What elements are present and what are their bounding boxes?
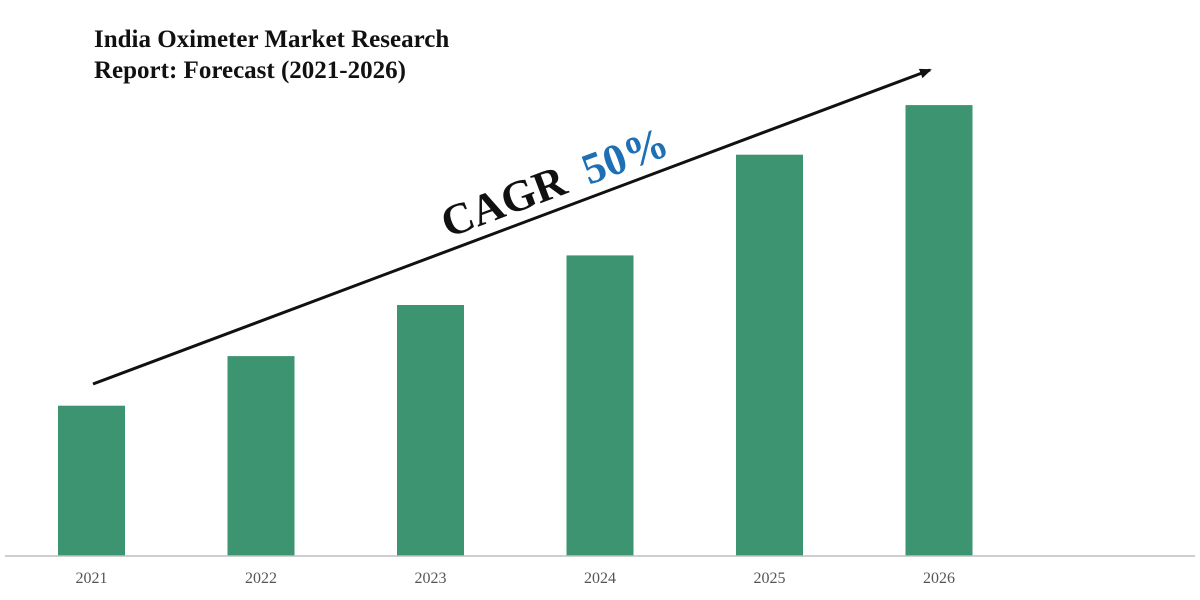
x-tick-label-2025: 2025 [754, 570, 786, 587]
cagr-label: CAGR [434, 155, 574, 247]
chart-title-line-2: Report: Forecast (2021-2026) [94, 57, 406, 84]
x-tick-label-2021: 2021 [76, 570, 108, 587]
bar-2024 [566, 255, 634, 556]
growth-trend-arrow [92, 68, 932, 386]
bar-2026 [905, 105, 973, 556]
bar-2021 [58, 405, 125, 556]
x-tick-labels: 2021 2022 2023 2024 2025 2026 [76, 570, 956, 587]
bar-2023 [397, 305, 464, 556]
cagr-annotation: CAGR 50% [434, 118, 675, 248]
bar-2022 [227, 356, 295, 556]
x-tick-label-2022: 2022 [245, 570, 277, 587]
bar-2025 [736, 154, 803, 556]
chart-title-line-1: India Oximeter Market Research [94, 26, 450, 53]
chart-title: India Oximeter Market Research Report: F… [94, 24, 574, 86]
x-tick-label-2023: 2023 [415, 570, 447, 587]
x-tick-label-2024: 2024 [584, 570, 616, 587]
bars-layer [58, 105, 973, 556]
x-tick-label-2026: 2026 [923, 570, 955, 587]
